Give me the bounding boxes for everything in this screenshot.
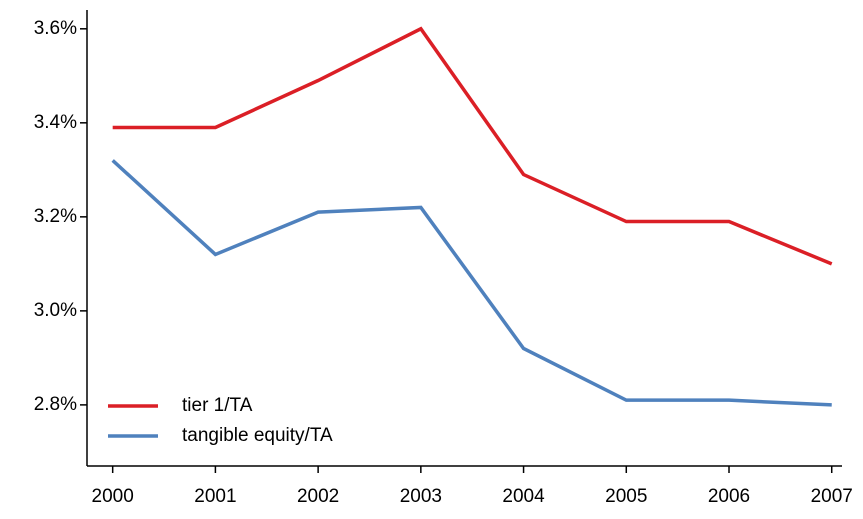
x-tick-label: 2000 xyxy=(92,486,134,507)
y-tick-label: 3.0% xyxy=(34,300,77,321)
x-tick-label: 2003 xyxy=(400,486,442,507)
x-tick-label: 2006 xyxy=(708,486,750,507)
x-tick-label: 2002 xyxy=(297,486,339,507)
x-tick-label: 2005 xyxy=(605,486,647,507)
x-tick-label: 2001 xyxy=(194,486,236,507)
series-line xyxy=(112,26,833,266)
x-tick-label: 2004 xyxy=(502,486,545,507)
legend-label: tier 1/TA xyxy=(182,395,253,416)
y-tick-label: 2.8% xyxy=(34,394,77,415)
y-tick-label: 3.4% xyxy=(34,112,77,133)
y-tick-label: 3.2% xyxy=(34,206,77,227)
y-tick-label: 3.6% xyxy=(34,18,77,39)
x-tick-label: 2007 xyxy=(811,486,853,507)
series-line xyxy=(111,159,832,407)
legend-label: tangible equity/TA xyxy=(182,425,333,446)
